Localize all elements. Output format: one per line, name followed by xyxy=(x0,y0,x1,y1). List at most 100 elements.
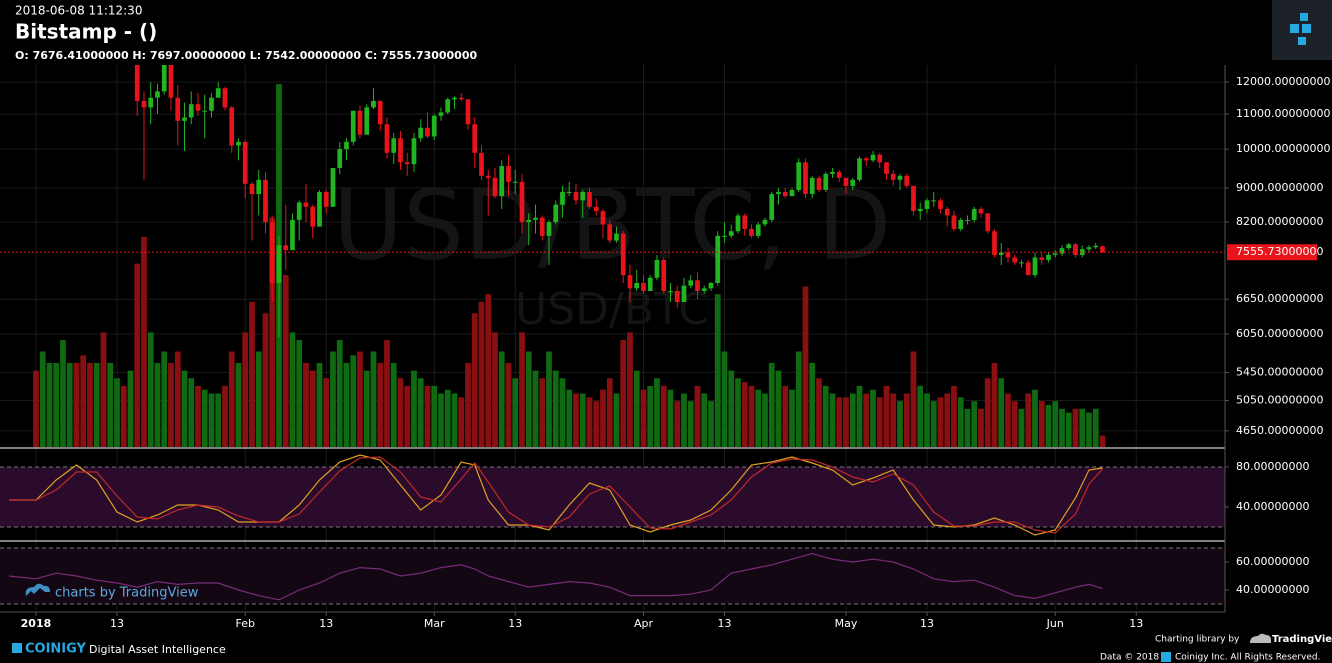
candle-body xyxy=(627,275,633,289)
candle-body xyxy=(1005,252,1011,258)
volume-bar xyxy=(991,362,998,447)
volume-bar xyxy=(1045,404,1052,447)
volume-bar xyxy=(721,351,728,447)
volume-bar xyxy=(755,389,762,447)
candle-body xyxy=(600,211,606,225)
volume-bar xyxy=(701,393,708,447)
volume-bar xyxy=(924,393,930,447)
candle-body xyxy=(155,91,160,98)
candle-body xyxy=(661,259,667,292)
candle-body xyxy=(593,206,599,212)
candle-body xyxy=(762,219,768,225)
volume-bar xyxy=(883,385,890,447)
candle-body xyxy=(209,97,214,111)
volume-bar xyxy=(228,351,235,447)
candle-body xyxy=(222,88,228,108)
x-tick-label: 13 xyxy=(110,617,124,630)
library-name[interactable]: TradingView xyxy=(1272,634,1332,645)
candle-body xyxy=(290,219,295,251)
volume-bar xyxy=(195,385,201,447)
volume-bar xyxy=(174,351,181,447)
candle-body xyxy=(398,138,403,163)
candle-body xyxy=(323,192,329,207)
volume-bar xyxy=(39,351,46,447)
candle-body xyxy=(411,138,417,165)
brand-name: COINIGY xyxy=(25,642,87,657)
volume-bar xyxy=(735,378,741,447)
volume-bar xyxy=(309,370,316,447)
candle-body xyxy=(242,141,248,184)
volume-bar xyxy=(532,370,539,447)
volume-bar xyxy=(188,378,195,447)
y-tick-label: 4650.00000000 xyxy=(1236,424,1323,437)
volume-bar xyxy=(316,362,323,447)
candle-body xyxy=(890,173,896,180)
candle-body xyxy=(722,235,727,237)
candle-body xyxy=(877,154,883,163)
volume-bar xyxy=(127,370,134,447)
candle-body xyxy=(1100,246,1105,253)
volume-bar xyxy=(984,378,991,447)
volume-bar xyxy=(33,370,39,447)
volume-bar xyxy=(505,362,512,447)
candle-body xyxy=(350,110,356,142)
candle-body xyxy=(1032,257,1038,276)
candle-body xyxy=(735,215,741,232)
volume-bar xyxy=(951,385,957,447)
y-tick-label: 9000.00000000 xyxy=(1236,181,1323,194)
y-tick-label: 40.00000000 xyxy=(1236,583,1309,596)
y-tick-label: 6650.00000000 xyxy=(1236,292,1323,305)
volume-bar xyxy=(492,332,498,447)
volume-bar xyxy=(613,393,620,447)
candle-body xyxy=(188,104,194,118)
volume-bar xyxy=(640,389,647,447)
x-tick-label: Jun xyxy=(1046,617,1064,630)
volume-bar xyxy=(863,393,870,447)
candle-body xyxy=(553,204,559,223)
candle-body xyxy=(1052,253,1058,255)
volume-bar xyxy=(451,393,458,447)
volume-bar xyxy=(438,393,444,447)
candle-body xyxy=(776,192,781,195)
candle-body xyxy=(256,179,262,195)
candle-body xyxy=(229,107,235,146)
volume-bar xyxy=(593,401,600,447)
candle-body xyxy=(985,213,991,232)
candle-body xyxy=(944,208,950,216)
y-tick-label: 10000.00000000 xyxy=(1236,142,1330,155)
volume-bar xyxy=(262,313,269,447)
candle-body xyxy=(587,192,592,207)
volume-bar xyxy=(289,332,296,447)
candle-body xyxy=(1079,249,1085,255)
tradingview-caption[interactable]: charts by TradingView xyxy=(55,586,199,601)
volume-bar xyxy=(741,382,748,447)
footer: COINIGY Digital Asset Intelligence Chart… xyxy=(12,633,1332,663)
y-tick-label: 8200.00000000 xyxy=(1236,215,1323,228)
candle-body xyxy=(742,215,748,229)
y-tick-label: 40.00000000 xyxy=(1236,500,1309,513)
candle-body xyxy=(641,282,646,292)
volume-bar xyxy=(836,397,843,447)
volume-bar xyxy=(1086,412,1092,447)
volume-bar xyxy=(552,370,559,447)
candle-body xyxy=(850,179,856,186)
volume-bar xyxy=(829,393,836,447)
volume-bar xyxy=(485,294,492,447)
candle-body xyxy=(317,192,322,227)
x-tick-label: 2018 xyxy=(21,617,52,630)
volume-bar xyxy=(1079,408,1086,447)
volume-bar xyxy=(303,362,309,447)
candles xyxy=(33,65,1106,447)
volume-bar xyxy=(141,236,147,447)
candle-body xyxy=(391,138,397,153)
volume-bar xyxy=(1065,412,1072,447)
candle-body xyxy=(863,158,869,161)
volume-bar xyxy=(978,408,984,447)
candle-body xyxy=(1086,247,1092,250)
volume-bar xyxy=(1092,408,1099,447)
candle-body xyxy=(1012,257,1018,263)
volume-bar xyxy=(377,362,384,447)
library-note: Charting library by xyxy=(1155,635,1240,645)
x-tick-label: Mar xyxy=(424,617,445,630)
candle-body xyxy=(870,154,876,161)
